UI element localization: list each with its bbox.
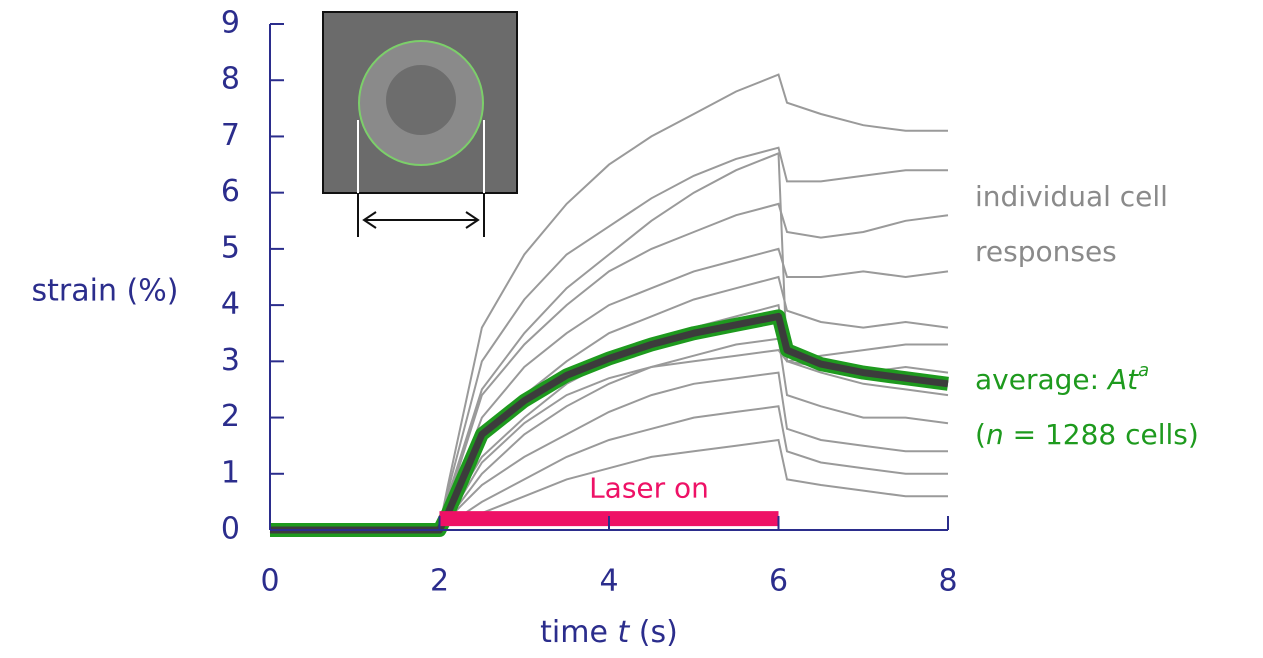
x-axis-label: time t (s)	[540, 615, 678, 650]
y-axis-label: strain (%)	[32, 274, 179, 309]
y-tick-label: 2	[221, 399, 240, 434]
annotation-cells: individual cell responses	[975, 180, 1168, 268]
x-tick-label: 0	[260, 564, 279, 599]
y-tick-label: 7	[221, 118, 240, 153]
y-tick-label: 8	[221, 62, 240, 97]
x-axis-label-text: time	[540, 615, 617, 650]
annotation-line: responses	[975, 235, 1117, 268]
annotation-average-var: At	[1106, 363, 1139, 396]
x-axis-label-unit: (s)	[629, 615, 678, 650]
annotation-n-open: (	[975, 418, 986, 451]
y-tick-label: 4	[221, 287, 240, 322]
annotation-n: (n = 1288 cells)	[975, 418, 1199, 451]
cell-core	[386, 65, 456, 135]
y-tick-label: 0	[221, 512, 240, 547]
annotation-average: average: Ata	[975, 360, 1149, 396]
cell-line	[269, 371, 948, 532]
x-tick-label: 2	[430, 564, 449, 599]
x-axis-label-var: t	[617, 615, 630, 650]
x-tick-label: 6	[769, 564, 788, 599]
inset-image	[322, 11, 518, 237]
annotation-average-text: average:	[975, 363, 1108, 396]
arrow-head	[362, 211, 480, 229]
x-tick-label: 4	[599, 564, 618, 599]
laser-label: Laser on	[589, 472, 709, 505]
y-tick-label: 3	[221, 343, 240, 378]
y-tick-label: 5	[221, 230, 240, 265]
annotation-n-rest: = 1288 cells)	[1004, 418, 1199, 451]
y-tick-label: 1	[221, 455, 240, 490]
y-tick-label: 6	[221, 174, 240, 209]
annotation-n-var: n	[986, 418, 1004, 451]
y-tick-label: 9	[221, 6, 240, 41]
annotation-line: individual cell	[975, 180, 1168, 213]
annotation-average-sup: a	[1138, 360, 1149, 381]
x-tick-label: 8	[938, 564, 957, 599]
